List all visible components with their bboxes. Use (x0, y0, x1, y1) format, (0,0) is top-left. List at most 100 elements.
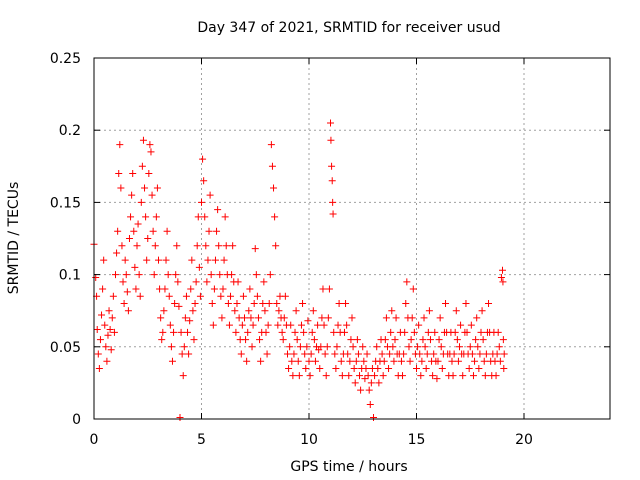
data-point (354, 350, 362, 358)
data-point (319, 285, 327, 293)
data-point (334, 321, 342, 329)
data-point (353, 336, 361, 344)
data-point (364, 372, 372, 380)
data-point (275, 307, 283, 315)
data-point (199, 155, 207, 163)
data-point (499, 278, 507, 286)
data-point (289, 372, 297, 380)
data-point (386, 350, 394, 358)
data-point (233, 299, 241, 307)
data-point (136, 292, 144, 300)
data-point (165, 292, 173, 300)
data-point (400, 350, 408, 358)
data-point (494, 328, 502, 336)
data-point (421, 343, 429, 351)
data-point (390, 357, 398, 365)
data-point (492, 372, 500, 380)
data-point (422, 364, 430, 372)
data-point (451, 328, 459, 336)
data-point (179, 372, 187, 380)
data-point (344, 350, 352, 358)
data-point (307, 350, 315, 358)
data-point (485, 299, 493, 307)
data-point (346, 357, 354, 365)
data-point (365, 386, 373, 394)
data-point (248, 343, 256, 351)
data-point (456, 343, 463, 351)
data-point (327, 119, 334, 127)
data-point (389, 343, 397, 351)
data-point (500, 364, 508, 372)
data-point (125, 235, 133, 242)
x-tick-label: 15 (408, 432, 426, 448)
data-point (287, 321, 295, 329)
data-point (476, 350, 484, 358)
data-point (337, 357, 345, 365)
data-point (247, 314, 255, 322)
data-point (131, 263, 139, 271)
data-point (362, 364, 370, 372)
data-point (457, 321, 465, 329)
data-point (357, 386, 365, 394)
data-point (178, 350, 186, 358)
data-point (202, 242, 210, 250)
data-point (340, 328, 348, 336)
data-point (349, 343, 357, 351)
data-point (105, 307, 113, 315)
data-point (128, 191, 136, 199)
data-point (403, 278, 411, 286)
data-point (123, 288, 131, 296)
data-point (431, 328, 439, 336)
data-point (162, 256, 170, 264)
data-point (463, 328, 471, 336)
data-point (168, 357, 176, 365)
data-point (497, 273, 505, 281)
data-point (387, 328, 395, 336)
data-point (198, 198, 205, 206)
data-point (392, 314, 400, 322)
data-point (350, 364, 358, 372)
data-point (475, 364, 483, 372)
data-point (118, 242, 126, 250)
data-point (286, 343, 294, 351)
data-point (192, 278, 200, 286)
data-point (100, 256, 108, 264)
data-point (191, 299, 199, 307)
data-points (90, 119, 508, 422)
data-point (217, 292, 225, 300)
data-point (278, 328, 286, 336)
data-point (172, 271, 180, 279)
data-point (166, 321, 174, 329)
data-point (243, 357, 251, 365)
data-point (471, 357, 479, 365)
data-point (333, 343, 341, 351)
data-point (479, 336, 487, 344)
data-point (130, 227, 138, 235)
data-point (293, 336, 301, 344)
data-point (270, 184, 278, 192)
data-point (253, 292, 261, 300)
data-point (351, 379, 359, 387)
data-point (302, 364, 310, 372)
data-point (208, 299, 216, 307)
data-point (416, 350, 424, 358)
data-point (143, 256, 151, 264)
data-point (482, 350, 490, 358)
data-point (180, 343, 188, 351)
data-point (215, 242, 223, 250)
data-point (103, 357, 111, 365)
data-point (323, 343, 331, 351)
data-point (423, 350, 431, 358)
data-point (113, 249, 121, 257)
data-point (92, 273, 100, 281)
data-point (465, 364, 473, 372)
data-point (425, 307, 433, 315)
data-point (345, 372, 353, 380)
data-point (371, 372, 379, 380)
data-point (397, 357, 405, 365)
data-point (363, 350, 371, 358)
x-tick-label: 5 (197, 432, 206, 448)
data-point (262, 328, 270, 336)
x-axis-title: GPS time / hours (290, 459, 407, 475)
